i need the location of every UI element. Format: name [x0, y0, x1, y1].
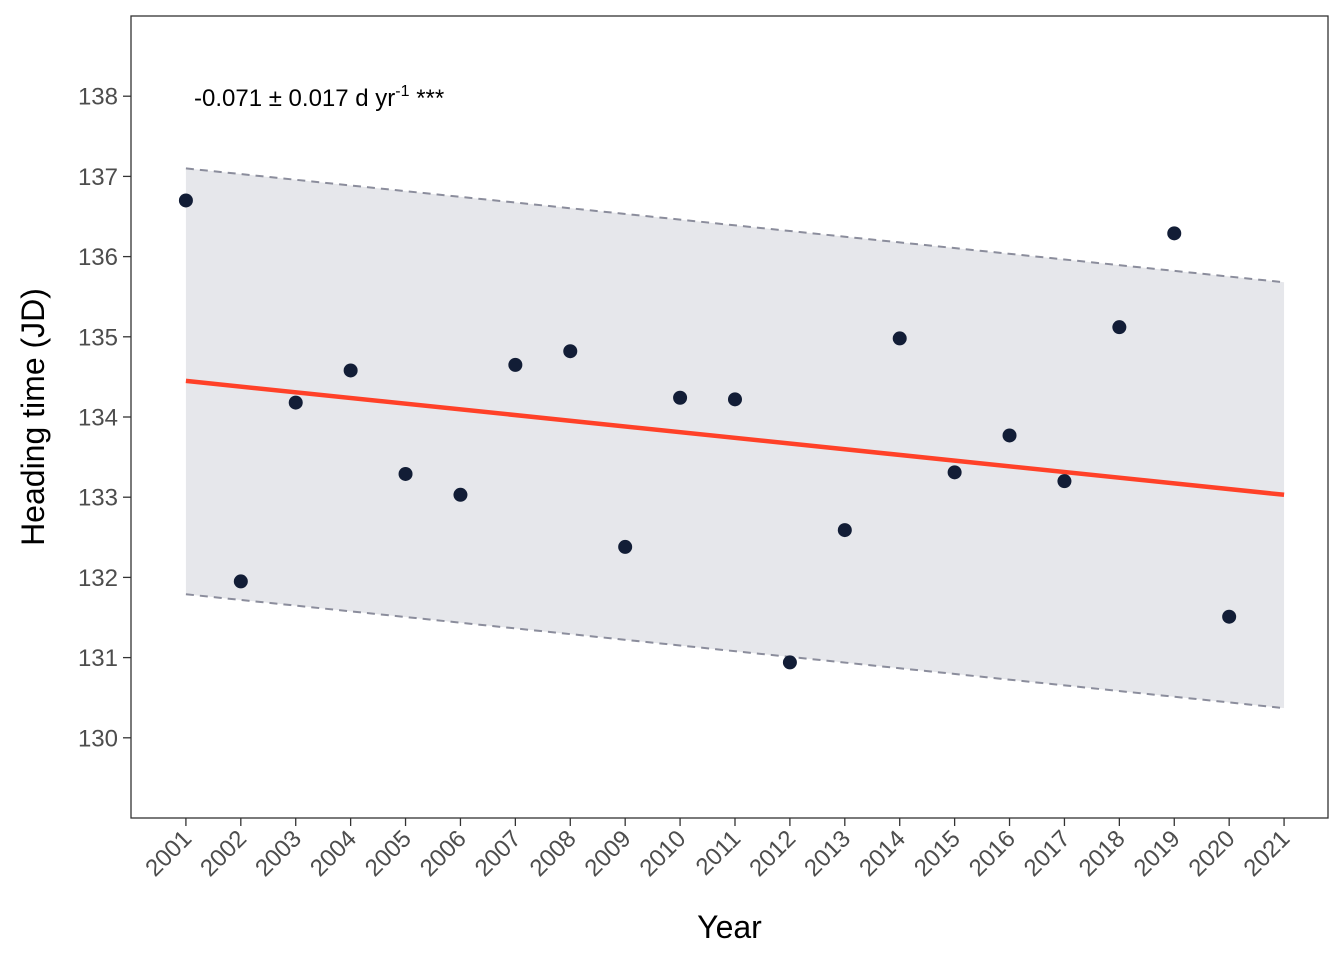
- x-tick-label-2004: 2004: [305, 825, 362, 882]
- x-tick-label-2012: 2012: [744, 825, 801, 882]
- data-point-2019: [1167, 226, 1182, 241]
- x-tick-label-2002: 2002: [195, 825, 252, 882]
- x-tick-label-2005: 2005: [360, 825, 417, 882]
- data-point-2009: [618, 539, 633, 554]
- y-tick-label-132: 132: [78, 565, 118, 592]
- data-point-2003: [288, 395, 303, 410]
- data-point-2008: [563, 344, 578, 359]
- x-tick-label-2007: 2007: [470, 825, 527, 882]
- data-point-2001: [178, 193, 193, 208]
- regression-annotation: -0.071 ± 0.017 d yr-1 ***: [194, 83, 444, 112]
- data-point-2006: [453, 487, 468, 502]
- y-axis-title: Heading time (JD): [15, 288, 51, 546]
- data-point-2018: [1112, 320, 1127, 335]
- x-tick-label-2017: 2017: [1019, 825, 1076, 882]
- annotation-main: -0.071 ± 0.017 d yr: [194, 85, 395, 112]
- data-point-2002: [233, 574, 248, 589]
- x-tick-label-2014: 2014: [854, 825, 911, 882]
- y-tick-label-131: 131: [78, 645, 118, 672]
- data-point-2010: [673, 390, 688, 405]
- data-point-2016: [1002, 428, 1017, 443]
- x-tick-label-2010: 2010: [634, 825, 691, 882]
- data-points: [178, 193, 1237, 670]
- annotation-suffix: ***: [410, 85, 445, 112]
- x-tick-label-2016: 2016: [964, 825, 1021, 882]
- data-point-2012: [782, 655, 797, 670]
- y-tick-label-137: 137: [78, 164, 118, 191]
- band-upper-line: [185, 167, 1285, 284]
- x-tick-label-2013: 2013: [799, 825, 856, 882]
- annotation-superscript: -1: [395, 83, 409, 100]
- x-tick-label-2018: 2018: [1074, 825, 1131, 882]
- trend-line: [185, 378, 1285, 498]
- axes: [123, 15, 1329, 826]
- data-point-2020: [1222, 609, 1237, 624]
- x-tick-label-2020: 2020: [1184, 825, 1241, 882]
- data-point-2013: [837, 523, 852, 538]
- x-tick-label-2021: 2021: [1238, 825, 1295, 882]
- y-tick-label-135: 135: [78, 324, 118, 351]
- y-tick-label-136: 136: [78, 244, 118, 271]
- x-tick-label-2001: 2001: [140, 825, 197, 882]
- x-tick-label-2009: 2009: [580, 825, 637, 882]
- data-point-2005: [398, 466, 413, 481]
- data-point-2004: [343, 363, 358, 378]
- data-point-2017: [1057, 474, 1072, 489]
- trend-line-group: [185, 378, 1285, 498]
- y-tick-label-130: 130: [78, 725, 118, 752]
- x-tick-label-2019: 2019: [1129, 825, 1186, 882]
- y-tick-label-138: 138: [78, 84, 118, 111]
- x-tick-label-2003: 2003: [250, 825, 307, 882]
- y-tick-label-133: 133: [78, 485, 118, 512]
- x-tick-label-2008: 2008: [525, 825, 582, 882]
- data-point-2011: [727, 392, 742, 407]
- x-tick-label-2015: 2015: [909, 825, 966, 882]
- x-tick-label-2006: 2006: [415, 825, 472, 882]
- data-point-2007: [508, 357, 523, 372]
- data-point-2015: [947, 465, 962, 480]
- x-axis-title: Year: [697, 909, 762, 945]
- data-point-2014: [892, 331, 907, 346]
- band-lower-line: [185, 593, 1285, 710]
- y-tick-label-134: 134: [78, 405, 118, 432]
- x-tick-label-2011: 2011: [691, 825, 747, 881]
